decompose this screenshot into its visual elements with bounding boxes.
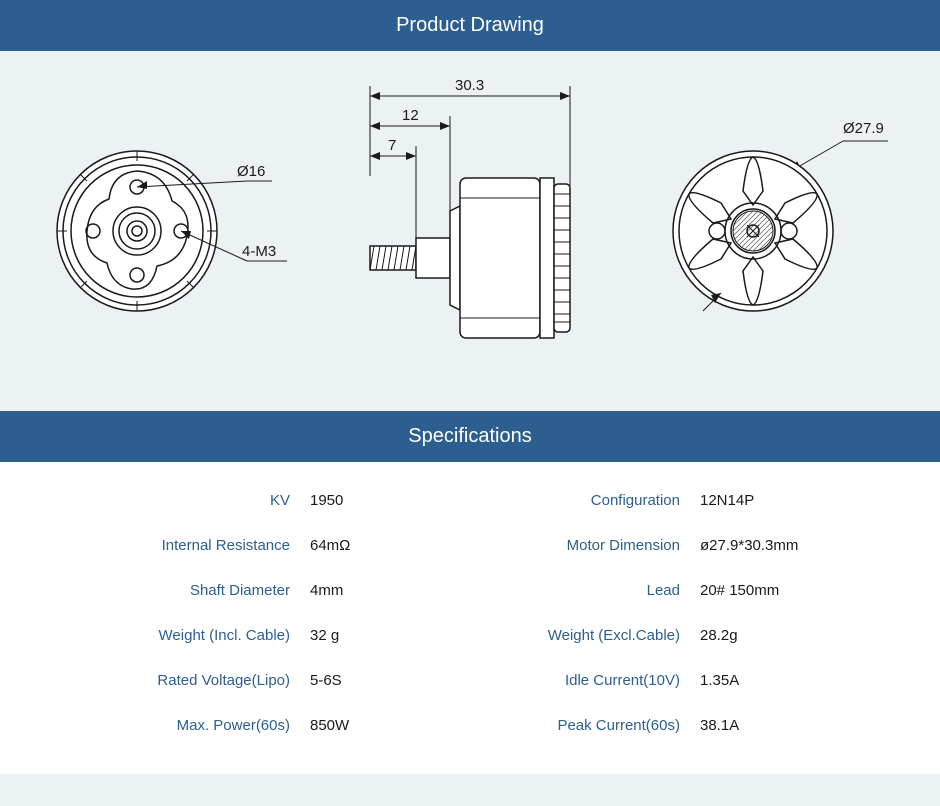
spec-value: 32 g	[310, 627, 460, 644]
drawing-area: Ø16 4-M3 30.3 12	[0, 51, 940, 411]
spec-value: 38.1A	[700, 717, 850, 734]
spec-label: Weight (Excl.Cable)	[480, 627, 680, 644]
spec-label: Configuration	[480, 492, 680, 509]
spec-label: Peak Current(60s)	[480, 717, 680, 734]
spec-label: Motor Dimension	[480, 537, 680, 554]
dim-bolt-circle: Ø16	[237, 163, 265, 180]
spec-value: 850W	[310, 717, 460, 734]
side-view: 30.3 12 7	[330, 66, 610, 366]
spec-label: Rated Voltage(Lipo)	[90, 672, 290, 689]
dim-length2: 12	[402, 107, 419, 124]
spec-value: 20# 150mm	[700, 582, 850, 599]
specs-header: Specifications	[0, 411, 940, 462]
drawing-header: Product Drawing	[0, 0, 940, 51]
dim-length1: 30.3	[455, 77, 484, 94]
spec-label: Shaft Diameter	[90, 582, 290, 599]
bottom-view: Ø16 4-M3	[37, 101, 297, 331]
spec-value: 1950	[310, 492, 460, 509]
top-view: Ø27.9	[643, 101, 903, 331]
spec-label: Idle Current(10V)	[480, 672, 680, 689]
spec-label: Max. Power(60s)	[90, 717, 290, 734]
dim-length3: 7	[388, 137, 396, 154]
spec-label: Lead	[480, 582, 680, 599]
spec-value: 5-6S	[310, 672, 460, 689]
spec-value: 1.35A	[700, 672, 850, 689]
spec-value: 28.2g	[700, 627, 850, 644]
spec-value: 4mm	[310, 582, 460, 599]
dim-mounting: 4-M3	[242, 243, 276, 260]
spec-label: KV	[90, 492, 290, 509]
spec-label: Weight (Incl. Cable)	[90, 627, 290, 644]
spec-label: Internal Resistance	[90, 537, 290, 554]
spec-value: ø27.9*30.3mm	[700, 537, 850, 554]
spec-value: 64mΩ	[310, 537, 460, 554]
specs-table: KV 1950 Configuration 12N14P Internal Resist…	[0, 462, 940, 774]
spec-value: 12N14P	[700, 492, 850, 509]
dim-outer-diameter: Ø27.9	[843, 120, 884, 137]
